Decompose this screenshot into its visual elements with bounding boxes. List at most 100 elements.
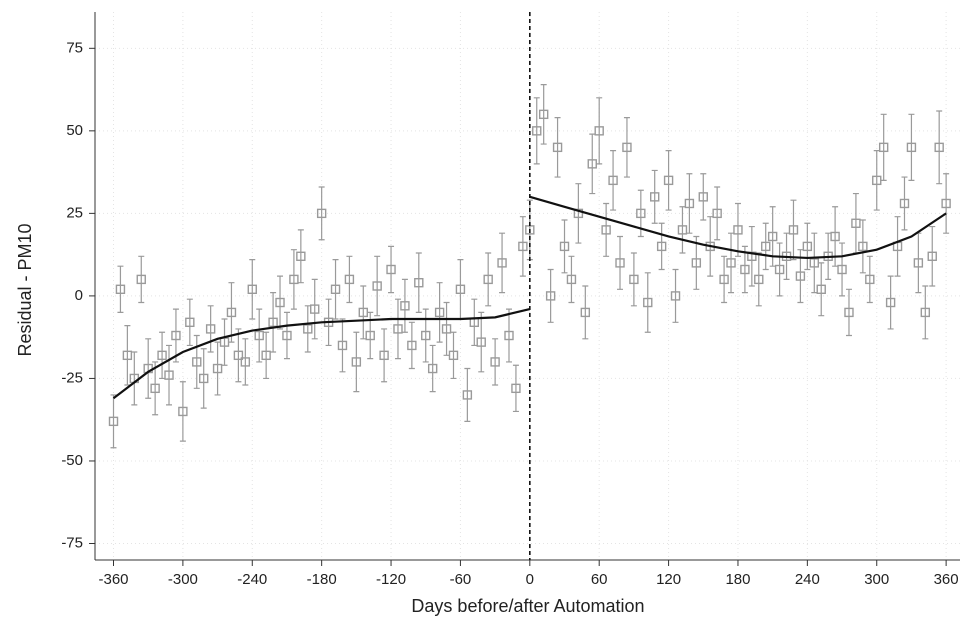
point (178, 406, 188, 417)
error-bar (277, 275, 284, 330)
error-bar (714, 186, 721, 241)
point (566, 274, 577, 285)
error-bar (415, 252, 422, 314)
error-bar (728, 232, 735, 294)
point (573, 208, 584, 219)
point (733, 225, 743, 235)
point (205, 324, 216, 334)
point (199, 373, 209, 384)
error-bar (117, 265, 124, 314)
error-bar (270, 292, 277, 353)
point (545, 291, 556, 301)
error-bar (179, 381, 186, 442)
x-tick-label: -180 (307, 571, 337, 588)
point (254, 330, 264, 341)
error-bar (193, 334, 200, 389)
point (282, 330, 292, 341)
error-bar (381, 328, 388, 383)
point (767, 231, 778, 242)
point (795, 271, 806, 281)
x-tick-label: 300 (864, 571, 889, 588)
point (927, 251, 937, 261)
error-bar (159, 331, 166, 380)
error-bar (693, 235, 700, 290)
point (157, 350, 167, 361)
error-bar (290, 249, 297, 310)
error-bar (512, 364, 519, 413)
error-bar (748, 225, 755, 287)
error-bar (186, 298, 193, 347)
x-tick-label: -360 (98, 571, 128, 588)
error-bar (505, 308, 512, 363)
x-tick-label: -240 (237, 571, 267, 588)
error-bar (901, 176, 908, 231)
error-bar (630, 252, 637, 307)
error-bar (929, 225, 936, 287)
point (296, 251, 306, 261)
error-bar (388, 245, 395, 294)
error-bar (700, 173, 707, 221)
point (740, 264, 750, 275)
point (497, 258, 507, 268)
point (115, 284, 126, 295)
point (934, 142, 944, 153)
point (643, 297, 653, 308)
point (899, 198, 910, 209)
point (552, 142, 563, 153)
error-bar (762, 222, 769, 271)
point (427, 363, 438, 374)
point (844, 307, 854, 318)
point (316, 208, 327, 219)
error-bar (672, 268, 679, 323)
error-bar (235, 328, 242, 383)
error-bar (374, 255, 381, 317)
y-tick-label: 75 (66, 39, 83, 56)
error-bar (346, 255, 353, 304)
error-bar (249, 258, 256, 320)
error-bar (422, 308, 429, 363)
point (261, 350, 271, 361)
error-bar (360, 285, 367, 340)
point (691, 258, 702, 268)
error-bar (464, 367, 471, 422)
point (483, 274, 493, 285)
error-bar (845, 288, 852, 337)
point (684, 198, 695, 209)
error-bar (401, 278, 408, 333)
point (164, 370, 174, 380)
error-bar (804, 222, 811, 271)
point (538, 109, 549, 120)
point (650, 192, 660, 202)
error-bar (922, 285, 929, 340)
fit-line (529, 195, 947, 260)
point (837, 264, 847, 275)
error-bar (478, 311, 485, 373)
point (310, 304, 320, 314)
point (448, 350, 459, 361)
x-tick-label: 360 (934, 571, 959, 588)
error-bar (408, 321, 415, 370)
error-bar (936, 110, 943, 185)
error-bar (839, 242, 846, 297)
point (920, 307, 931, 318)
error-bar (741, 245, 748, 294)
error-bar (339, 318, 346, 373)
point (490, 357, 500, 367)
point (698, 192, 708, 202)
point (421, 330, 431, 341)
point (580, 307, 591, 318)
error-bar (145, 338, 152, 399)
point (726, 258, 736, 268)
error-bar (471, 298, 478, 347)
error-bar (443, 301, 450, 356)
error-bar (589, 133, 596, 195)
error-bar (665, 150, 672, 211)
error-bar (124, 325, 131, 386)
error-bar (547, 268, 554, 323)
point (851, 218, 861, 228)
x-tick-label: 120 (656, 571, 681, 588)
error-bar (207, 305, 214, 353)
error-bar (908, 113, 915, 181)
point (941, 198, 951, 209)
error-bar (582, 285, 589, 340)
